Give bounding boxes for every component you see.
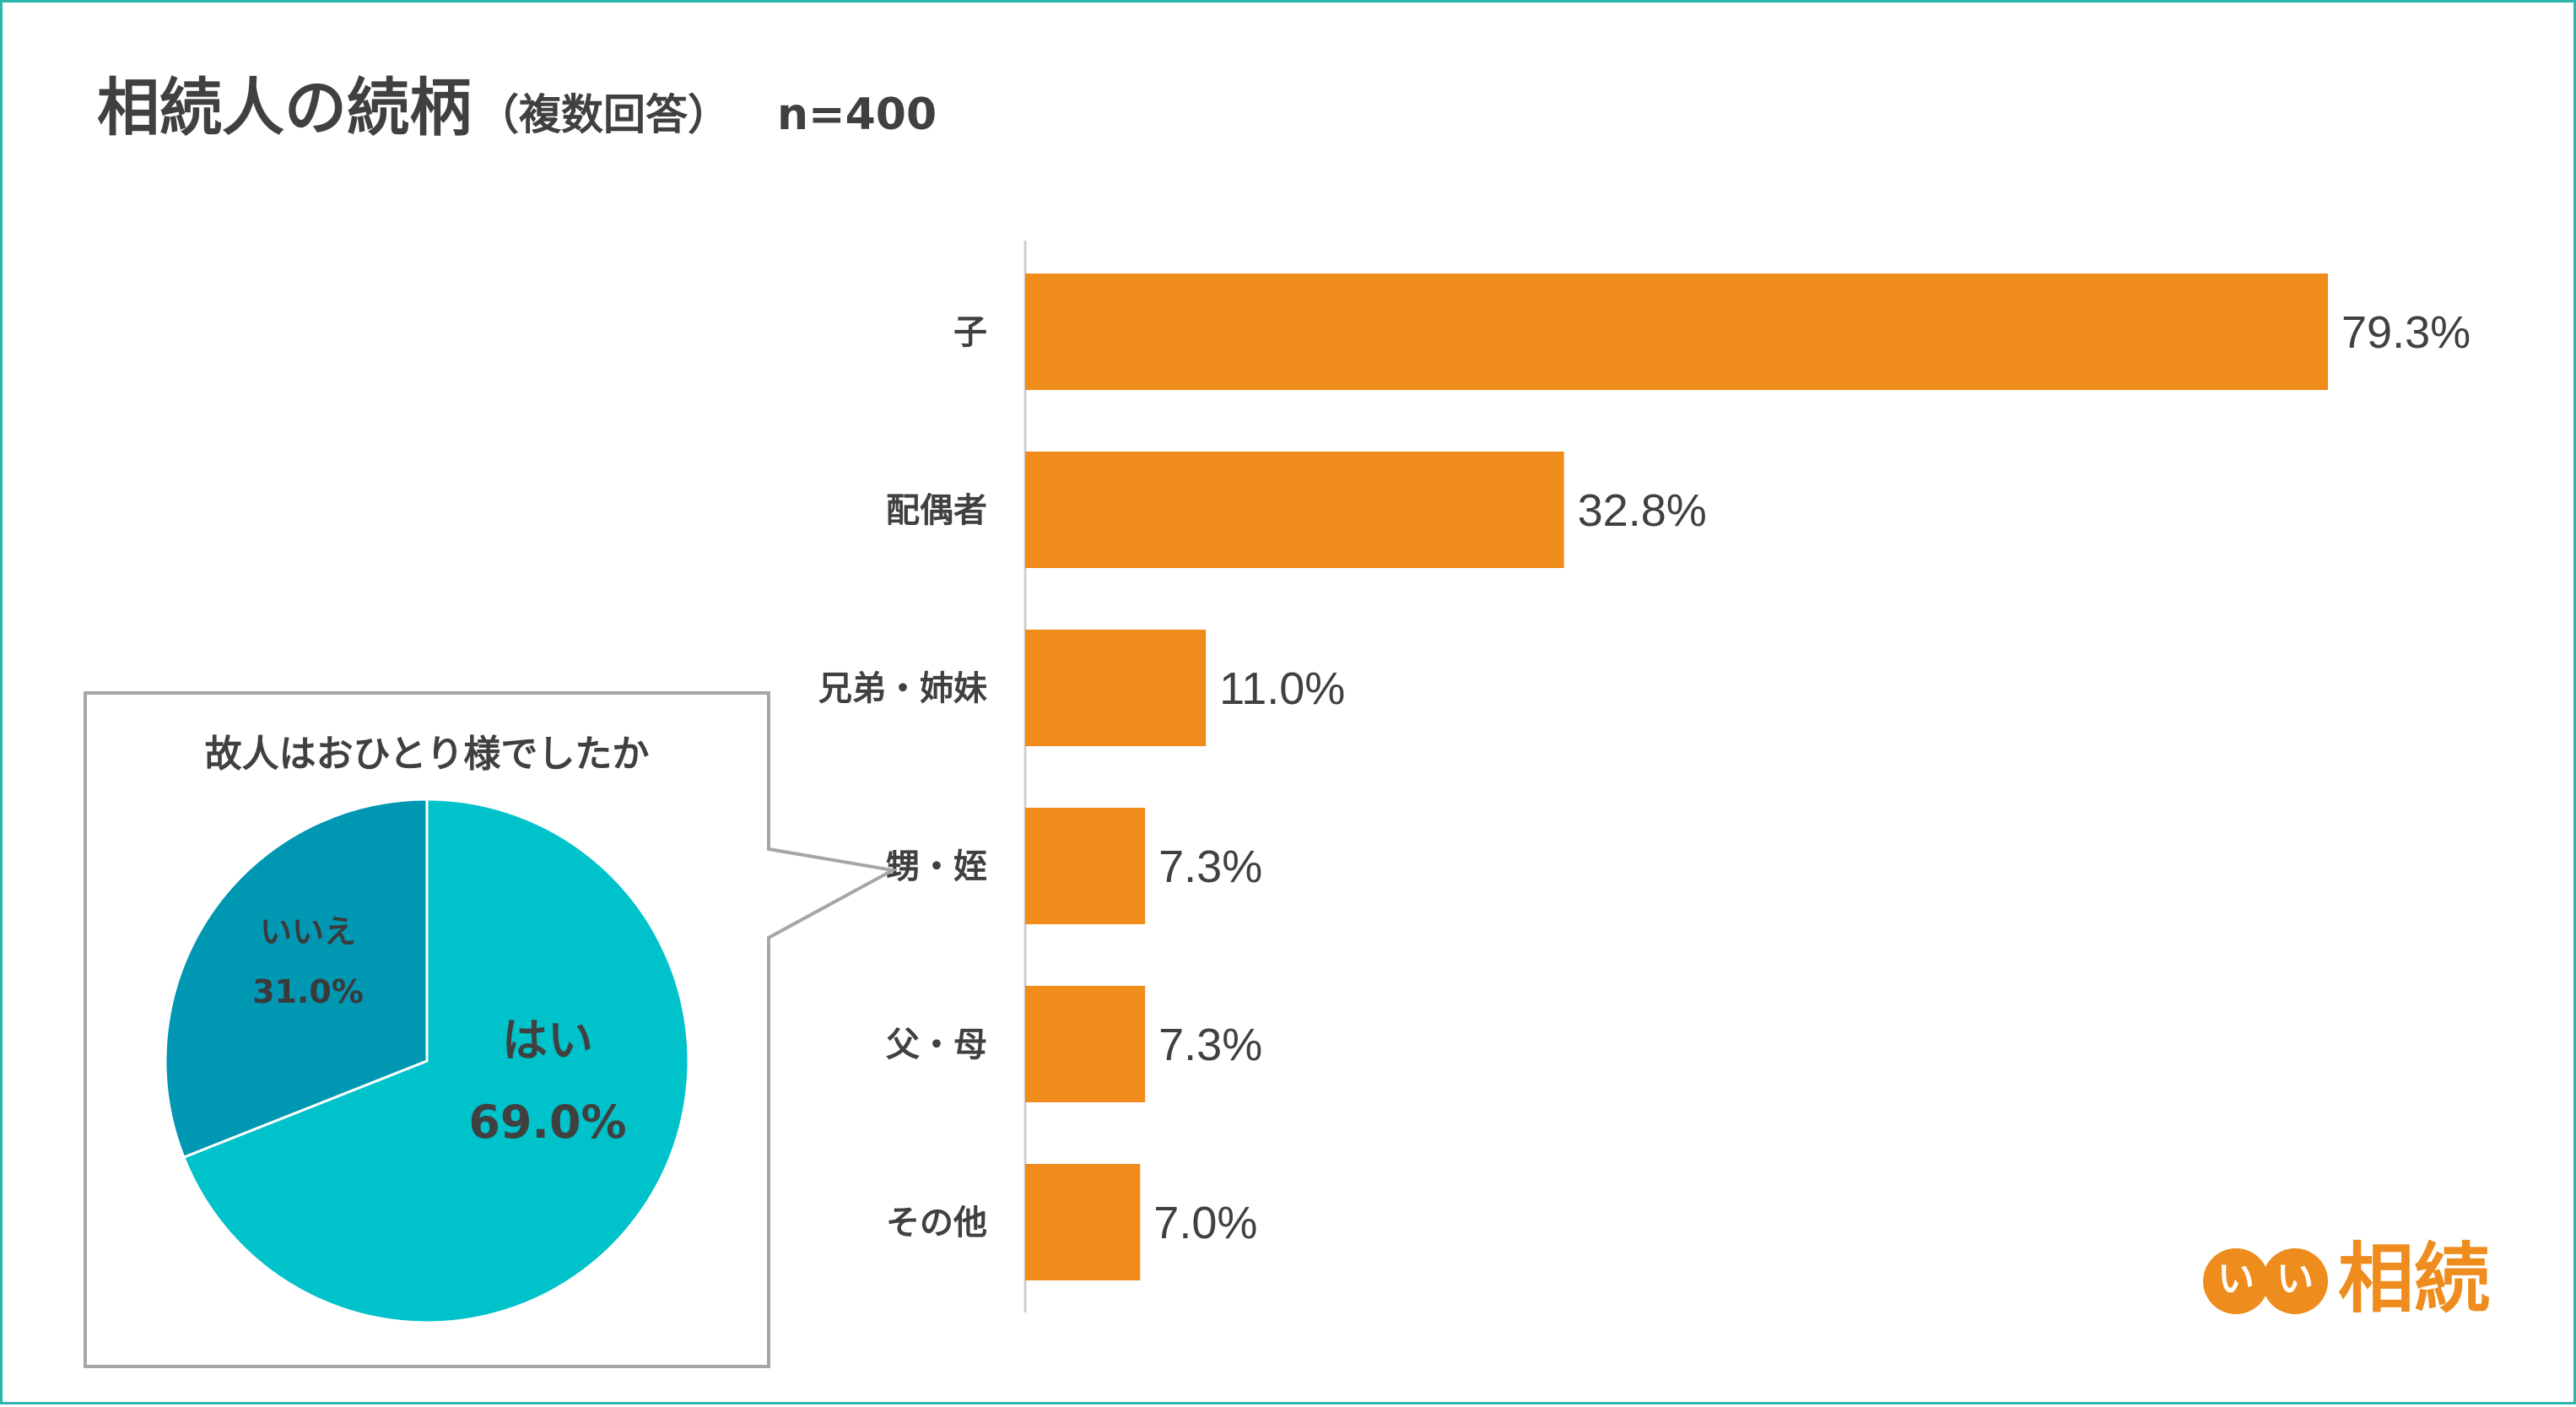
logo-circle-1: い — [2203, 1248, 2269, 1314]
pie-label-yes: はい — [502, 1014, 593, 1067]
pie-value-no: 31.0% — [252, 973, 364, 1010]
value-label-5: 7.0% — [1153, 1198, 1257, 1248]
category-label-1: 配偶者 — [886, 491, 987, 530]
logo-circle-2: い — [2262, 1248, 2328, 1314]
title-main: 相続人の続柄 — [97, 72, 472, 144]
pie-title: 故人はおひとり様でしたか — [205, 733, 650, 776]
pie-slice-1 — [164, 798, 429, 1160]
pie-chart: はい 69.0% いいえ 31.0% — [164, 798, 690, 1324]
category-label-4: 父・母 — [886, 1025, 987, 1064]
title-sub: （複数回答） — [477, 90, 730, 139]
bar-5 — [1025, 1164, 1141, 1280]
chart-title: 相続人の続柄 （複数回答） n=400 — [97, 77, 937, 139]
category-label-3: 甥・姪 — [886, 847, 987, 886]
chart-svg: 子 79.3% 配偶者 32.8% 兄弟・姉妹 11.0% 甥・姪 7.3% 父・母 7.3% その… — [84, 241, 2471, 1368]
sample-size: n=400 — [777, 89, 937, 140]
bar-1 — [1025, 452, 1564, 568]
value-label-3: 7.3% — [1158, 841, 1262, 892]
value-label-0: 79.3% — [2341, 307, 2471, 358]
pie-slice-0 — [181, 798, 690, 1324]
pie-value-yes: 69.0% — [468, 1096, 626, 1149]
category-label-2: 兄弟・姉妹 — [818, 669, 987, 708]
bar-2 — [1025, 630, 1207, 746]
logo-word: 相続 — [2338, 1235, 2490, 1323]
category-label-5: その他 — [886, 1204, 987, 1242]
category-label-0: 子 — [953, 313, 987, 352]
value-label-2: 11.0% — [1219, 663, 1345, 714]
brand-logo: い い 相続 — [2203, 1242, 2507, 1334]
pie-label-no: いいえ — [260, 913, 356, 950]
bar-4 — [1025, 986, 1146, 1102]
bar-chart: 子 79.3% 配偶者 32.8% 兄弟・姉妹 11.0% 甥・姪 7.3% 父・母 7.3% その… — [818, 273, 2471, 1280]
value-label-4: 7.3% — [1158, 1020, 1262, 1070]
bar-3 — [1025, 808, 1146, 924]
bar-0 — [1025, 273, 2328, 390]
value-label-1: 32.8% — [1578, 485, 1707, 536]
